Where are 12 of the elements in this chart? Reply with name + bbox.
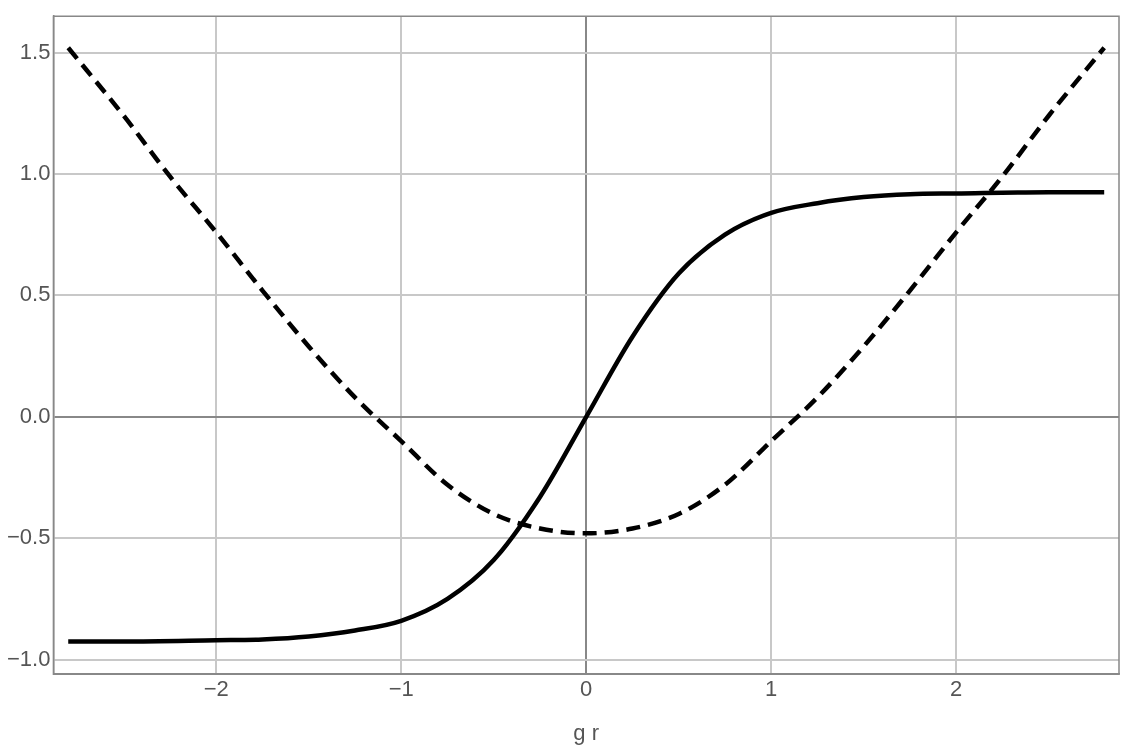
y-tick-label: −1.0 <box>6 645 51 671</box>
x-tick-label: −1 <box>388 676 414 702</box>
y-tick-label: 0.0 <box>19 402 51 428</box>
x-tick-label: 2 <box>950 676 963 702</box>
y-tick-label: −0.5 <box>6 524 51 550</box>
y-tick-label: 1.0 <box>19 160 51 186</box>
x-tick-label: 0 <box>580 676 593 702</box>
x-axis-title: g r <box>573 719 600 745</box>
y-tick-label: 1.5 <box>19 38 51 64</box>
y-tick-label: 0.5 <box>19 281 51 307</box>
x-tick-label: 1 <box>765 676 778 702</box>
x-tick-label: −2 <box>203 676 229 702</box>
